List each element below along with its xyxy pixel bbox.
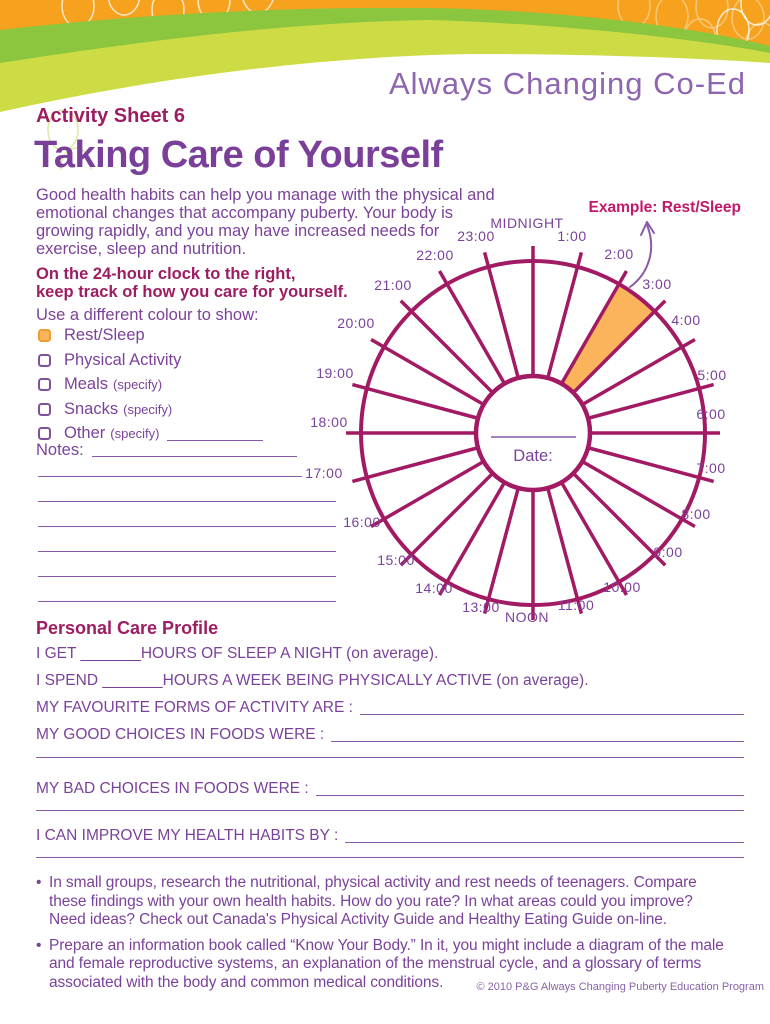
- clock-spoke: [559, 270, 629, 385]
- bullet-research-needs: • In small groups, research the nutritio…: [36, 874, 697, 929]
- notes-label: Notes:: [36, 441, 84, 459]
- blank-line: [36, 810, 744, 811]
- checkbox-meals: [38, 378, 51, 392]
- sheet-label: Activity Sheet 6: [36, 105, 185, 127]
- checkbox-other: [38, 427, 51, 441]
- intro-paragraph: Good health habits can help you manage w…: [36, 186, 495, 258]
- bullet-dot: •: [36, 936, 42, 954]
- clock-spoke: [572, 472, 667, 567]
- notes-blank-line: [38, 476, 302, 477]
- clock-spoke: [587, 446, 715, 484]
- bullet-know-your-body: • Prepare an information book called “Kn…: [36, 936, 724, 991]
- clock-hour-label: 10:00: [603, 579, 641, 595]
- clock-hour-label: 8:00: [681, 506, 710, 522]
- clock-hour-label: 14:00: [415, 580, 453, 596]
- clock-highlight-wedge: [561, 284, 655, 393]
- notes-blank-line: [38, 576, 336, 577]
- clock-hour-label: 21:00: [374, 277, 412, 293]
- bullet-dot: •: [36, 874, 42, 891]
- clock-spoke: [351, 382, 479, 420]
- blank-line: [331, 726, 744, 742]
- clock-spoke: [559, 481, 629, 596]
- clock-hour-label: 3:00: [642, 276, 671, 292]
- header-swoosh-graphic: [0, 0, 770, 170]
- brand-title: Always Changing Co-Ed: [388, 66, 746, 101]
- clock-hour-label: 18:00: [310, 414, 348, 430]
- clock-spoke: [581, 459, 696, 529]
- clock-spoke: [437, 270, 507, 385]
- clock-spoke: [572, 299, 667, 394]
- clock-hour-label: 5:00: [697, 367, 726, 383]
- clock-hour-label: 13:00: [462, 599, 500, 615]
- clock-spoke: [482, 487, 520, 615]
- activities-bullets: • In small groups, research the nutritio…: [36, 874, 746, 1000]
- profile-row-sleep: I GET _______HOURS OF SLEEP A NIGHT (on …: [36, 645, 439, 662]
- clock-hour-label: 7:00: [696, 460, 725, 476]
- profile-heading: Personal Care Profile: [36, 618, 219, 638]
- clock-outer-ring: [359, 259, 707, 607]
- checkbox-snacks: [38, 402, 51, 416]
- notes-row: Notes:: [36, 441, 297, 460]
- header-circles-faint: [47, 109, 92, 170]
- legend-item-rest-sleep: Rest/Sleep: [38, 326, 263, 346]
- clock-spoke: [546, 487, 584, 615]
- blank-line: [345, 827, 744, 843]
- legend-intro: Use a different colour to show:: [36, 306, 259, 324]
- checkbox-rest-sleep-checked: [38, 329, 51, 343]
- page-title: Taking Care of Yourself: [34, 134, 443, 176]
- clock-spoke: [581, 337, 696, 407]
- clock-hour-label: 19:00: [316, 365, 354, 381]
- clock-hour-label: 6:00: [696, 406, 725, 422]
- clock-spoke: [399, 299, 494, 394]
- legend-item-meals: Meals (specify): [38, 375, 263, 395]
- clock-spoke: [587, 382, 715, 420]
- blank-line: [36, 757, 744, 758]
- colour-legend: Rest/Sleep Physical Activity Meals (spec…: [38, 326, 264, 449]
- profile-row-favourite-activity: MY FAVOURITE FORMS OF ACTIVITY ARE :: [36, 699, 744, 717]
- copyright-line: © 2010 P&G Always Changing Puberty Educa…: [476, 981, 764, 993]
- blank-line: [315, 780, 744, 796]
- clock-hour-label: 15:00: [377, 552, 415, 568]
- clock-hour-label: 9:00: [653, 544, 682, 560]
- clock-hour-label: NOON: [505, 609, 549, 625]
- checkbox-physical-activity: [38, 353, 51, 367]
- blank-line: [359, 699, 744, 715]
- clock-instruction: On the 24-hour clock to the right, keep …: [36, 265, 348, 301]
- profile-row-bad-foods: MY BAD CHOICES IN FOODS WERE :: [36, 780, 744, 798]
- example-arrow: [629, 221, 655, 288]
- blank-line: [36, 857, 744, 858]
- profile-row-active: I SPEND _______HOURS A WEEK BEING PHYSIC…: [36, 672, 589, 689]
- profile-row-good-foods: MY GOOD CHOICES IN FOODS WERE :: [36, 726, 744, 744]
- clock-hour-label: 1:00: [557, 228, 586, 244]
- legend-item-physical-activity: Physical Activity: [38, 351, 263, 371]
- clock-spoke: [437, 481, 507, 596]
- clock-spoke: [370, 459, 485, 529]
- notes-blank-line: [38, 526, 336, 527]
- profile-row-improve: I CAN IMPROVE MY HEALTH HABITS BY :: [36, 827, 744, 845]
- clock-spoke: [546, 251, 584, 379]
- notes-blank-line: [38, 601, 336, 602]
- clock-hour-label: 16:00: [343, 514, 381, 530]
- clock-hour-label: 17:00: [305, 465, 343, 481]
- notes-blank-line: [91, 441, 297, 457]
- legend-item-other: Other (specify): [38, 424, 264, 444]
- notes-blank-line: [38, 501, 336, 502]
- other-specify-blank: [167, 427, 264, 441]
- legend-item-snacks: Snacks (specify): [38, 400, 263, 420]
- notes-blank-line: [38, 551, 336, 552]
- clock-spoke: [351, 446, 479, 484]
- clock-hour-label: 20:00: [337, 315, 375, 331]
- clock-inner-ring: [473, 373, 593, 493]
- clock-hour-label: 4:00: [671, 312, 700, 328]
- clock-spoke: [370, 337, 485, 407]
- clock-spoke: [399, 472, 494, 567]
- date-label: Date:: [513, 447, 552, 465]
- clock-hour-label: 2:00: [604, 246, 633, 262]
- clock-spoke: [482, 251, 520, 379]
- clock-hour-label: 11:00: [558, 597, 595, 613]
- example-label: Example: Rest/Sleep: [589, 199, 741, 216]
